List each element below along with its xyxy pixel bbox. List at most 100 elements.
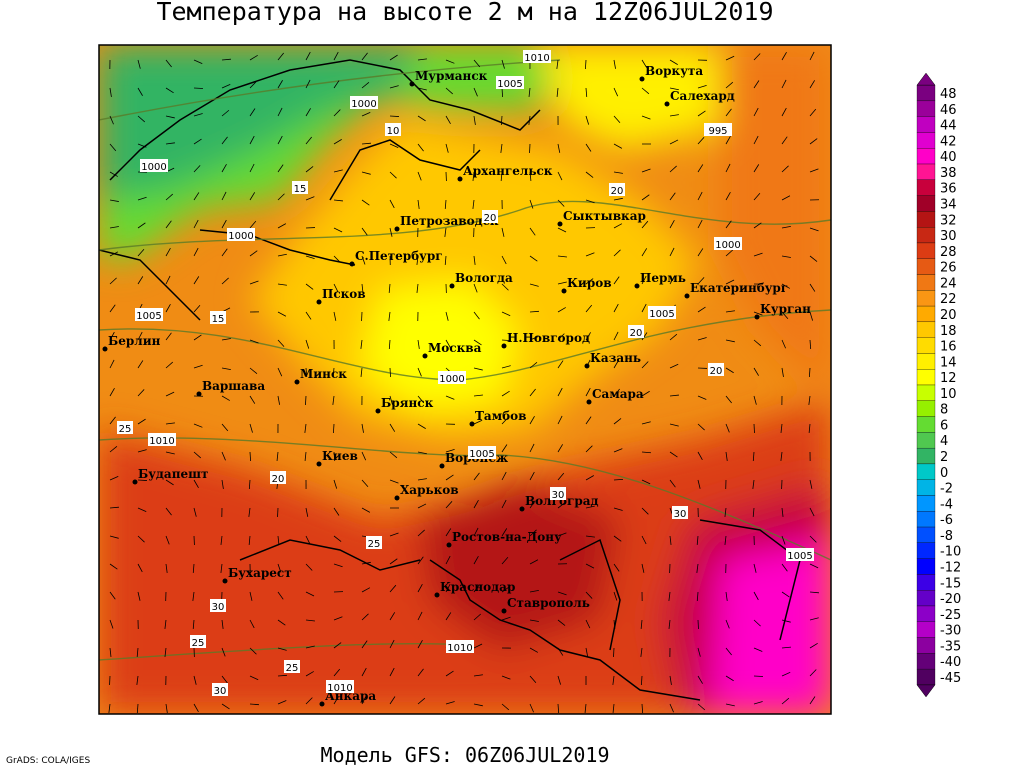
wind-arrow	[613, 87, 619, 97]
city-label: Киев	[322, 449, 358, 463]
colorbar-label: 36	[940, 182, 957, 197]
wind-arrow	[472, 199, 475, 209]
colorbar-label: 4	[940, 434, 948, 449]
wind-arrow	[781, 591, 790, 598]
wind-arrow	[193, 507, 197, 517]
wind-arrow	[333, 169, 343, 173]
wind-arrow	[277, 591, 284, 600]
wind-arrow	[248, 479, 251, 490]
isotherm-label-box	[366, 536, 382, 549]
wind-arrow	[697, 647, 701, 657]
isobar-label: 1000	[351, 99, 376, 110]
wind-arrow	[725, 55, 735, 61]
wind-arrow	[445, 143, 449, 153]
wind-arrow	[249, 250, 258, 257]
title: Температура на высоте 2 м на 12Z06JUL201…	[156, 0, 773, 26]
city-label: Псков	[322, 287, 366, 301]
wind-arrow	[389, 199, 395, 209]
wind-arrow	[304, 423, 307, 433]
wind-arrow	[669, 394, 679, 397]
wind-arrow	[305, 535, 311, 545]
wind-arrow	[585, 416, 592, 425]
isotherm-label-box	[212, 683, 228, 696]
city-label: Варшава	[202, 379, 265, 393]
wind-arrow	[445, 555, 451, 565]
wind-arrow	[109, 535, 119, 539]
wind-arrow	[249, 647, 257, 655]
wind-arrow	[753, 591, 759, 601]
isotherm-label-box	[482, 210, 498, 223]
colorbar-label: 28	[940, 245, 957, 260]
city-dot	[422, 353, 428, 359]
city-label: Н.Новгород	[507, 331, 590, 345]
isobar-label-box	[704, 123, 732, 136]
wind-arrow	[361, 479, 369, 487]
wind-arrow	[416, 255, 419, 265]
city-dot	[664, 101, 670, 107]
wind-arrow	[417, 639, 423, 649]
wind-arrow	[333, 227, 343, 233]
wind-arrow	[193, 675, 197, 685]
wind-arrow	[529, 559, 539, 565]
wind-arrow	[333, 535, 342, 542]
wind-arrow	[640, 675, 643, 686]
wind-arrow	[472, 171, 475, 181]
wind-arrow	[613, 331, 619, 341]
wind-arrow	[529, 388, 536, 397]
wind-arrow	[193, 165, 201, 173]
wind-arrow	[501, 556, 509, 565]
city-dot	[394, 226, 400, 232]
wind-arrow	[809, 168, 819, 173]
wind-arrow	[501, 528, 508, 537]
temperature-field	[99, 45, 831, 714]
city-dot	[196, 391, 202, 397]
colorbar-label: 40	[940, 150, 957, 165]
isotherm-label: 30	[552, 490, 565, 501]
wind-arrow	[669, 192, 676, 201]
wind-arrow	[332, 395, 335, 405]
wind-arrow	[109, 199, 119, 202]
isotherm-label: 25	[119, 424, 132, 435]
wind-arrow	[417, 503, 427, 509]
wind-arrow	[640, 619, 643, 629]
colorbar-swatch	[916, 211, 936, 228]
wind-arrow	[221, 451, 226, 461]
wind-arrow	[501, 339, 512, 342]
wind-arrow	[669, 139, 679, 145]
colorbar-swatch	[916, 148, 936, 165]
isobar-label-box	[446, 640, 474, 653]
wind-arrow	[641, 507, 649, 515]
colorbar-swatch	[916, 495, 936, 512]
isobar-label: 1005	[787, 551, 812, 562]
wind-arrow	[529, 227, 536, 236]
map-frame	[98, 44, 832, 715]
wind-arrow	[221, 367, 231, 371]
wind-arrow	[753, 80, 760, 89]
wind-arrow	[333, 507, 340, 516]
wind-arrow	[725, 423, 730, 433]
wind-arrow	[305, 619, 315, 622]
colorbar-label: 20	[940, 308, 957, 323]
isotherm-label-box	[292, 181, 308, 194]
colorbar-swatch	[916, 637, 936, 654]
wind-arrow	[445, 670, 454, 677]
wind-arrow	[557, 227, 567, 233]
isotherm-label-box	[609, 183, 625, 196]
wind-arrow	[109, 388, 115, 397]
wind-arrow	[781, 671, 791, 677]
city-label: Курган	[760, 302, 811, 316]
wind-arrow	[305, 645, 315, 649]
wind-arrow	[557, 360, 564, 369]
colorbar-label: -8	[940, 529, 953, 544]
wind-arrow	[221, 647, 226, 657]
wind-arrow	[613, 360, 619, 369]
wind-arrow	[361, 667, 367, 677]
colorbar-swatch	[916, 305, 936, 323]
city-dot	[434, 592, 440, 598]
city-label: Брянск	[381, 396, 434, 410]
colorbar-label: 46	[940, 103, 957, 118]
wind-arrow	[417, 611, 423, 621]
wind-arrow	[641, 361, 649, 369]
wind-arrow	[725, 451, 728, 461]
wind-arrow	[612, 703, 615, 713]
